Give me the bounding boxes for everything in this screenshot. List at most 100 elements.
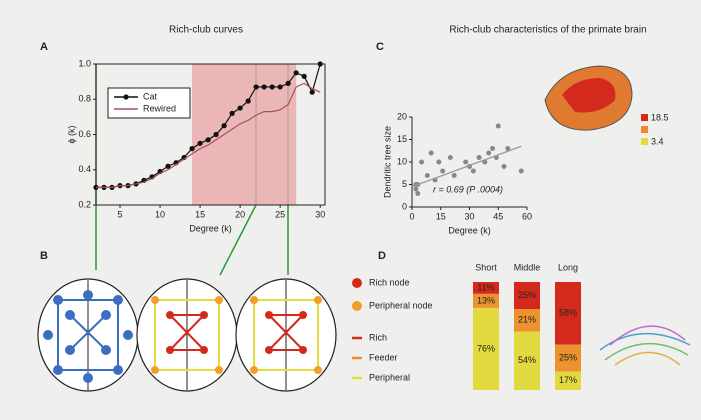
marker [253, 84, 259, 90]
point [490, 146, 495, 151]
x-tick-label: 10 [155, 209, 165, 219]
bar-segment [473, 282, 499, 294]
y-tick-label: 0.2 [78, 199, 91, 209]
point [436, 159, 442, 165]
marker [197, 140, 203, 146]
value-label: 11% [477, 282, 494, 292]
marker [277, 84, 283, 90]
panel-letter: A [40, 41, 48, 53]
y-tick-label: 0 [402, 201, 407, 211]
inset-legend-label: 3.4 [651, 136, 664, 146]
legend-marker [123, 94, 129, 100]
marker [189, 146, 195, 152]
legend-label: Feeder [369, 352, 398, 362]
x-tick-label: 20 [235, 209, 245, 219]
marker [269, 84, 275, 90]
point [440, 168, 446, 174]
marker [213, 131, 219, 138]
category-label: Short [475, 262, 497, 272]
value-label: 76% [477, 343, 495, 353]
legend-label: Cat [143, 91, 158, 101]
marker [221, 123, 227, 129]
value-label: 25% [559, 353, 577, 363]
series-line [96, 82, 321, 188]
legend-box [107, 87, 191, 119]
bar-segment [473, 293, 499, 308]
x-tick-label: 60 [522, 211, 532, 221]
trend-line [411, 145, 522, 188]
panel-letter: D [378, 250, 386, 262]
category-label: Middle [514, 262, 541, 272]
point [463, 159, 469, 165]
x-axis-label: Degree (k) [448, 225, 491, 235]
x-tick-label: 15 [195, 209, 205, 219]
point [419, 159, 425, 165]
point [501, 164, 507, 169]
value-label: 54% [518, 355, 536, 365]
brains [37, 278, 337, 392]
y-axis-label: ϕ (k) [66, 125, 76, 143]
point [424, 173, 430, 178]
panel-letter: C [376, 41, 384, 53]
marker [237, 105, 243, 111]
legend-label: Peripheral [369, 372, 410, 382]
marker [301, 73, 307, 79]
y-tick-label: 5 [402, 179, 407, 189]
point [447, 155, 453, 160]
point [505, 146, 511, 151]
bar-segment [555, 282, 581, 345]
marker [205, 137, 211, 143]
point [413, 186, 419, 192]
marker [165, 163, 171, 169]
marker [261, 84, 267, 90]
point [451, 173, 457, 178]
legend-label: Rich node [369, 277, 410, 287]
point [476, 155, 482, 160]
x-tick-label: 15 [436, 211, 446, 221]
value-label: 17% [559, 375, 577, 385]
y-axis-label: Dendritic tree size [382, 126, 392, 198]
inset-legend-label: 18.5 [651, 112, 669, 122]
point [428, 150, 434, 156]
point [495, 123, 501, 129]
inset-swatch [641, 126, 648, 133]
bar-segment [514, 309, 540, 332]
x-tick-label: 45 [493, 211, 503, 221]
x-tick-label: 25 [275, 209, 285, 219]
bar-segment [514, 282, 540, 309]
legend-node [352, 278, 362, 288]
marker [309, 89, 315, 95]
legend-label: Rewired [143, 103, 176, 113]
panel-letter: B [40, 250, 48, 262]
y-tick-label: 10 [397, 156, 407, 166]
marker [293, 70, 299, 76]
marker [317, 61, 323, 67]
marker [229, 110, 235, 116]
x-tick-label: 0 [409, 211, 414, 221]
x-tick-label: 30 [315, 209, 325, 219]
point [415, 191, 421, 196]
inset-swatch [641, 114, 648, 121]
heading: Rich-club characteristics of the primate… [449, 25, 646, 36]
legend-label: Rich [369, 332, 387, 342]
point [470, 168, 476, 174]
x-tick-label: 30 [464, 211, 474, 221]
value-label: 21% [518, 315, 536, 325]
y-tick-label: 1.0 [78, 58, 91, 68]
x-axis-label: Degree (k) [189, 223, 232, 233]
point [486, 150, 492, 156]
legend-label: Peripheral node [369, 300, 433, 310]
category-label: Long [558, 262, 578, 272]
legend-node [352, 301, 362, 311]
bar-segment [473, 307, 499, 390]
inset-swatch [641, 138, 648, 145]
marker [285, 80, 291, 86]
annotation: r = 0.69 (P .0004) [433, 184, 503, 194]
value-label: 13% [477, 295, 495, 305]
tractography [599, 325, 691, 366]
inset-brain [544, 65, 633, 131]
heading: Rich-club curves [169, 25, 243, 36]
y-tick-label: 0.6 [78, 129, 91, 139]
bar-segment [514, 331, 540, 390]
